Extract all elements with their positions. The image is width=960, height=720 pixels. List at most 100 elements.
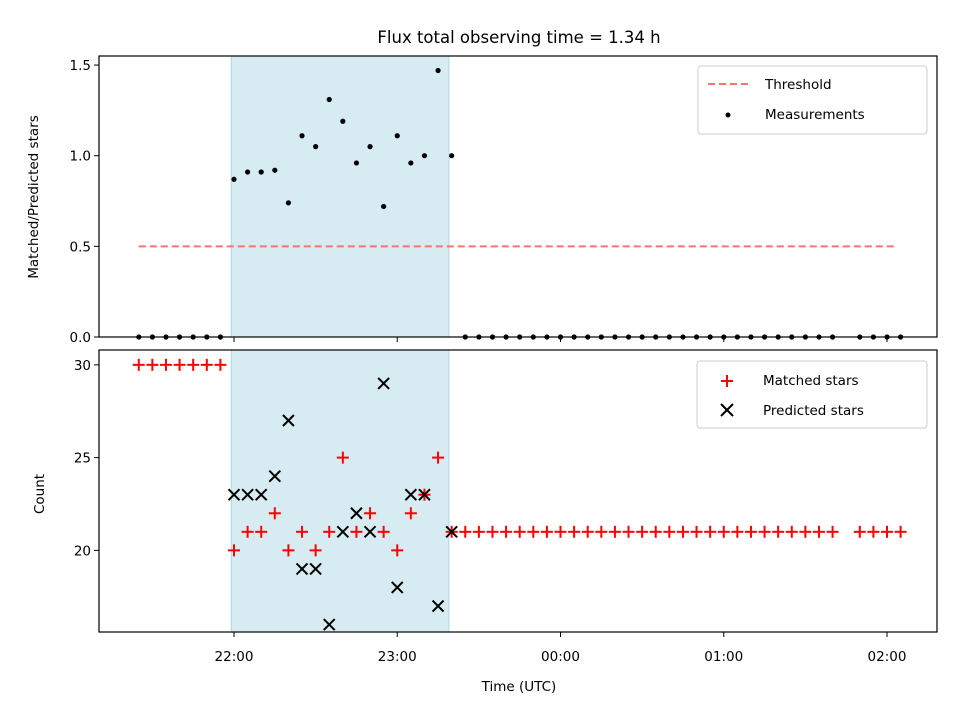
- matched-star-marker: [187, 358, 200, 371]
- predicted-star-marker: [227, 488, 241, 501]
- top-x-ticks: [233, 337, 888, 342]
- bottom-legend-box: [696, 360, 928, 429]
- top-y-axis-label: Matched/Predicted stars: [26, 115, 42, 278]
- measurement-point: [326, 96, 332, 103]
- predicted-star-marker: [377, 377, 390, 390]
- matched-star-marker: [323, 525, 336, 538]
- matched-star-marker: [241, 525, 254, 538]
- bottom-y-tick-label: 30: [74, 358, 91, 374]
- matched-star-marker: [173, 358, 186, 371]
- measurement-point: [299, 133, 305, 139]
- matched-star-marker: [214, 358, 227, 371]
- matched-star-marker: [268, 507, 281, 520]
- bottom-y-tick-label: 20: [74, 543, 91, 559]
- measurement-point: [435, 67, 441, 74]
- matched-star-marker: [622, 525, 635, 538]
- measurement-point: [285, 200, 292, 206]
- x-tick-label: 01:00: [704, 649, 743, 665]
- matched-star-marker: [812, 525, 825, 538]
- matched-star-marker: [364, 507, 377, 520]
- top-y-tick-label: 0.0: [70, 330, 91, 346]
- measurement-point: [353, 160, 360, 166]
- matched-star-marker: [581, 525, 594, 538]
- matched-star-marker: [255, 525, 268, 538]
- bottom-x-ticks: 22:00 23:00 00:00 01:00 02:00: [215, 632, 906, 665]
- matched-star-marker: [826, 525, 839, 538]
- matched-star-marker: [391, 544, 404, 557]
- matched-star-marker: [758, 525, 771, 538]
- x-tick-label: 23:00: [378, 649, 417, 665]
- matched-star-marker: [159, 358, 172, 371]
- matched-star-marker: [799, 525, 812, 538]
- measurement-point: [313, 144, 319, 150]
- threshold-legend-label: Threshold: [764, 77, 832, 93]
- matched-star-marker: [853, 525, 866, 538]
- matched-star-marker: [894, 525, 907, 538]
- top-legend-box: [697, 65, 928, 135]
- matched-stars-points: [132, 358, 907, 557]
- matched-star-marker: [132, 358, 145, 371]
- matched-star-marker: [636, 525, 649, 538]
- matched-star-marker: [881, 525, 893, 538]
- measurement-point: [245, 169, 251, 175]
- matched-star-marker: [350, 525, 363, 538]
- top-y-tick-label: 0.5: [70, 239, 91, 255]
- predicted-star-marker: [323, 618, 336, 631]
- predicted-star-marker: [295, 562, 309, 576]
- predicted-star-marker: [309, 562, 322, 576]
- measurement-point: [367, 144, 373, 150]
- top-panel: 0.0 0.5 1.0 1.5 Matched/Predicted stars Thr…: [26, 55, 938, 346]
- matched-star-marker: [500, 525, 513, 538]
- matched-star-marker: [527, 525, 540, 538]
- matched-legend-swatch: [721, 375, 733, 387]
- measurement-point: [340, 118, 346, 124]
- top-axes-frame: [98, 55, 938, 338]
- matched-star-marker: [649, 525, 662, 538]
- bottom-axes-frame: [98, 349, 938, 633]
- matched-star-marker: [867, 525, 880, 538]
- matched-star-marker: [459, 525, 472, 538]
- matched-star-marker: [608, 525, 621, 538]
- matched-star-marker: [595, 525, 608, 538]
- predicted-star-marker: [363, 525, 377, 539]
- predicted-star-marker: [255, 488, 268, 501]
- bottom-panel: 20 25 30 22:00 23:00 00:00 01:00 02:00 Count T…: [32, 349, 938, 695]
- predicted-star-marker: [418, 488, 431, 501]
- predicted-star-marker: [336, 525, 350, 539]
- matched-star-marker: [296, 525, 309, 538]
- predicted-legend-swatch: [720, 403, 734, 417]
- top-y-tick-label: 1.5: [70, 58, 91, 74]
- matched-star-marker: [200, 358, 213, 371]
- matched-star-marker: [228, 544, 240, 557]
- matched-star-marker: [772, 525, 785, 538]
- predicted-legend-label: Predicted stars: [763, 403, 864, 419]
- matched-star-marker: [486, 525, 499, 538]
- matched-star-marker: [309, 544, 322, 557]
- matched-legend-label: Matched stars: [763, 373, 859, 389]
- predicted-star-marker: [431, 599, 445, 613]
- top-y-tick-label: 1.0: [70, 149, 91, 165]
- predicted-star-marker: [391, 581, 404, 594]
- bottom-y-axis-label: Count: [32, 474, 48, 514]
- measurement-point: [394, 133, 400, 139]
- matched-star-marker: [513, 525, 526, 538]
- chart-title: Flux total observing time = 1.34 h: [377, 28, 660, 47]
- matched-star-marker: [785, 525, 798, 538]
- matched-star-marker: [663, 525, 676, 538]
- matched-star-marker: [404, 507, 417, 520]
- measurement-point: [258, 169, 264, 175]
- matched-star-marker: [704, 525, 717, 538]
- predicted-star-marker: [350, 507, 363, 520]
- matched-star-marker: [690, 525, 703, 538]
- measurement-point: [449, 153, 455, 159]
- matched-star-marker: [744, 525, 757, 538]
- matched-star-marker: [432, 451, 445, 464]
- predicted-stars-points: [227, 377, 458, 631]
- measurement-point: [408, 160, 414, 166]
- matched-star-marker: [568, 525, 581, 538]
- matched-star-marker: [146, 358, 159, 371]
- predicted-star-marker: [282, 414, 295, 427]
- top-y-ticks: 0.0 0.5 1.0 1.5: [70, 58, 99, 346]
- bottom-legend: Matched stars Predicted stars: [696, 360, 928, 429]
- matched-star-marker: [540, 525, 553, 538]
